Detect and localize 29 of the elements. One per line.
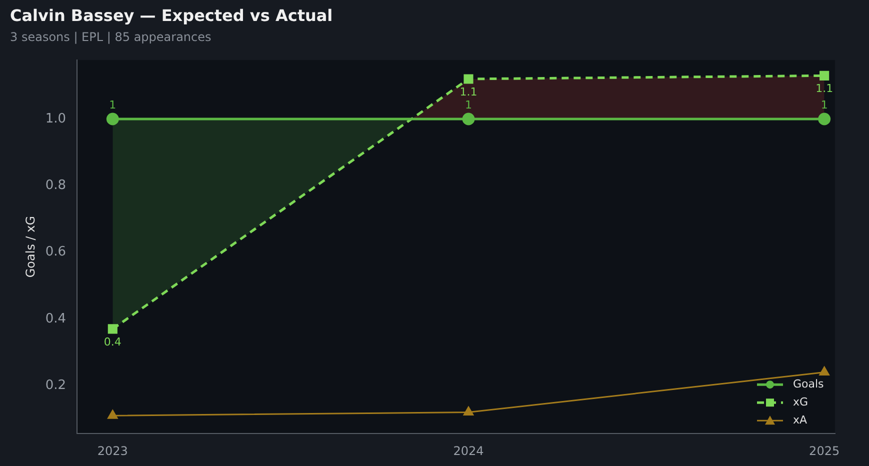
- point: [108, 324, 118, 334]
- point: [463, 406, 474, 416]
- y-tick-label: 0.6: [45, 244, 66, 260]
- y-tick-label: 0.8: [45, 178, 66, 194]
- data-label: 1: [109, 98, 116, 112]
- data-label: 1: [820, 98, 828, 112]
- point: [820, 70, 830, 80]
- point: [819, 366, 830, 376]
- legend-label: xA: [793, 413, 808, 426]
- y-tick-label: 0.2: [45, 378, 66, 393]
- point: [464, 74, 474, 84]
- legend-label: xG: [793, 395, 808, 408]
- point: [462, 112, 475, 126]
- x-tick-label: 2024: [453, 444, 484, 458]
- point: [106, 112, 119, 126]
- chart-title: Calvin Bassey — Expected vs Actual: [10, 6, 333, 25]
- point: [818, 112, 831, 126]
- y-tick-label: 1.0: [45, 111, 66, 126]
- chart-subtitle: 3 seasons | EPL | 85 appearances: [10, 30, 212, 44]
- data-label: 1.1: [460, 85, 478, 98]
- data-label: 1: [464, 98, 472, 112]
- point: [108, 410, 118, 419]
- data-label: 0.4: [104, 335, 122, 348]
- x-tick-label: 2025: [809, 444, 840, 458]
- y-tick-label: 0.4: [45, 311, 66, 326]
- y-axis-title: Goals / xG: [23, 216, 38, 278]
- x-tick-label: 2023: [97, 444, 128, 458]
- legend-label: Goals: [793, 377, 824, 390]
- data-label: 1.1: [816, 82, 834, 96]
